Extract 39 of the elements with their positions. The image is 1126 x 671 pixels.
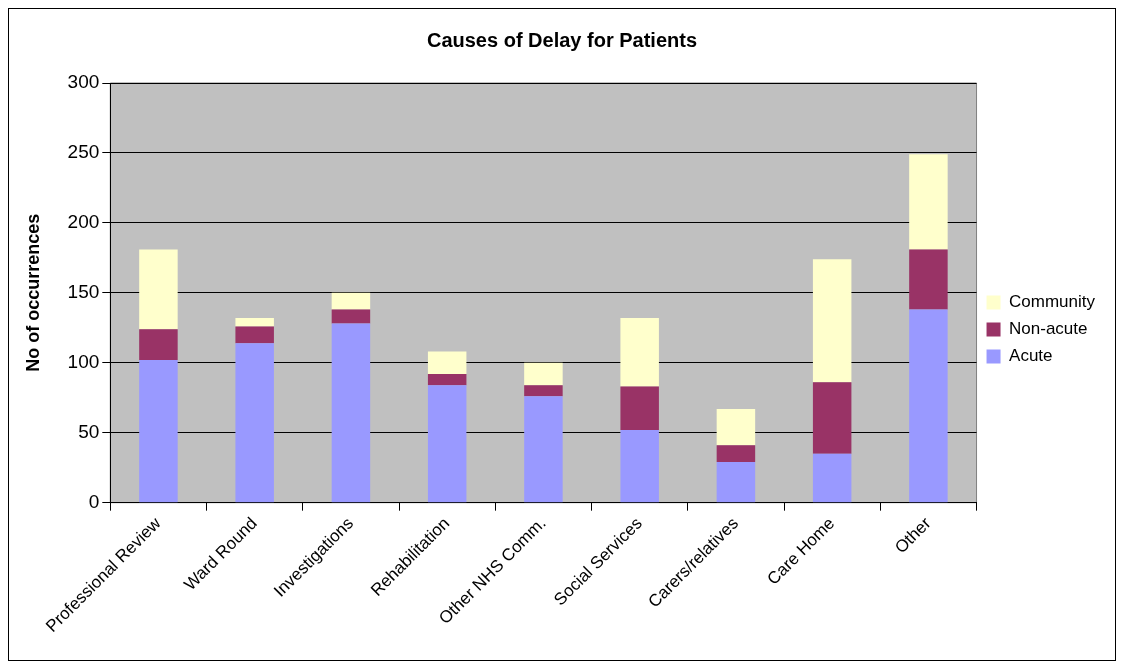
bar xyxy=(331,323,371,503)
bar xyxy=(524,396,563,503)
y-tick-label: 200 xyxy=(67,211,100,233)
y-tick-label: 0 xyxy=(88,490,100,512)
bar xyxy=(331,309,371,324)
bar xyxy=(235,343,274,503)
y-tick-label: 100 xyxy=(67,351,100,373)
bar xyxy=(427,373,467,386)
bar xyxy=(812,259,852,383)
bar xyxy=(235,326,274,344)
bar xyxy=(620,386,659,430)
bar xyxy=(427,385,467,503)
y-axis-title: No of occurrences xyxy=(22,213,43,372)
legend-label: Non-acute xyxy=(1009,319,1088,339)
y-tick-label: 150 xyxy=(67,281,100,303)
bar xyxy=(139,359,178,503)
bar xyxy=(524,362,563,386)
bar xyxy=(812,382,852,454)
y-tick-label: 250 xyxy=(67,141,100,163)
chart-title: Causes of Delay for Patients xyxy=(426,28,698,51)
bar xyxy=(812,453,852,503)
y-tick-label: 300 xyxy=(67,71,100,93)
bar xyxy=(716,408,756,446)
legend-label: Acute xyxy=(1009,346,1053,366)
legend-label: Community xyxy=(1009,292,1096,312)
bar xyxy=(909,154,948,250)
bar xyxy=(427,351,467,374)
bar xyxy=(139,329,178,360)
bar xyxy=(620,429,659,503)
bar xyxy=(716,445,756,463)
bar xyxy=(909,309,948,503)
bar xyxy=(139,249,178,330)
y-tick-label: 50 xyxy=(78,420,100,442)
bar xyxy=(331,292,371,310)
bar xyxy=(620,318,659,387)
bar xyxy=(235,318,274,327)
bar xyxy=(716,462,756,503)
bar xyxy=(524,385,563,397)
bar xyxy=(909,249,948,310)
